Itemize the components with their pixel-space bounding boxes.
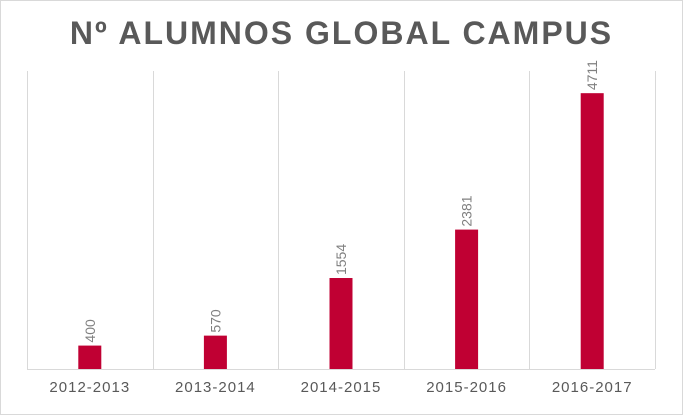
x-tick-label: 2015-2016	[426, 379, 507, 396]
data-label: 4711	[584, 60, 600, 90]
data-label: 2381	[459, 195, 475, 226]
x-tick-label: 2014-2015	[301, 379, 382, 396]
x-tick-label: 2013-2014	[175, 379, 256, 396]
x-tick-label: 2016-2017	[552, 379, 633, 396]
bar	[580, 93, 604, 369]
data-label: 400	[82, 319, 98, 343]
bar	[455, 229, 479, 369]
x-tick-label: 2012-2013	[49, 379, 130, 396]
data-label: 570	[207, 309, 223, 333]
bar	[329, 278, 353, 369]
bar	[78, 345, 102, 369]
chart-title: Nº ALUMNOS GLOBAL CAMPUS	[69, 15, 614, 51]
data-label: 1554	[333, 244, 349, 275]
bar	[203, 335, 227, 369]
